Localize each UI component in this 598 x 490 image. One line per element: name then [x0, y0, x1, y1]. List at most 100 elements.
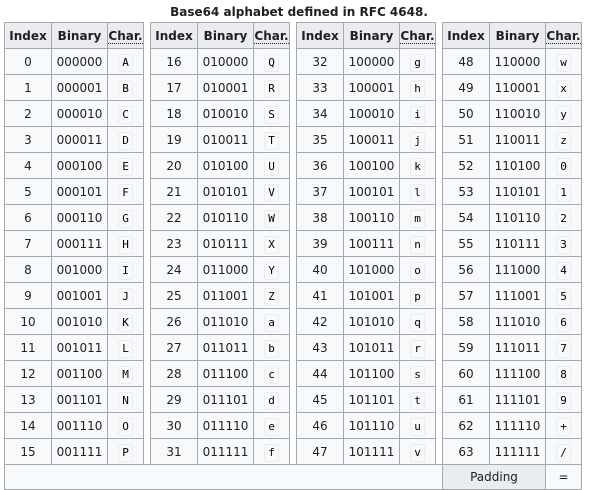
- index-cell: 8: [4, 256, 52, 283]
- char-cell: H: [107, 230, 144, 257]
- binary-cell: 000011: [51, 126, 108, 153]
- char-cell: p: [399, 282, 436, 309]
- column-header-char[interactable]: Char.: [545, 22, 582, 49]
- group-spacer: [435, 100, 443, 127]
- index-cell: 10: [4, 308, 52, 335]
- char-cell: d: [253, 386, 290, 413]
- binary-cell: 101111: [343, 438, 400, 465]
- char-code: D: [118, 131, 133, 150]
- char-cell: v: [399, 438, 436, 465]
- char-cell: U: [253, 152, 290, 179]
- binary-cell: 100111: [343, 230, 400, 257]
- char-cell: 9: [545, 386, 582, 413]
- group-spacer: [289, 48, 297, 75]
- index-cell: 34: [296, 100, 344, 127]
- column-header-binary: Binary: [489, 22, 546, 49]
- binary-cell: 000010: [51, 100, 108, 127]
- binary-cell: 011101: [197, 386, 254, 413]
- char-cell: g: [399, 48, 436, 75]
- table-row: 15 001111 P 31 011111 f 47 101111 v 63 111111 /: [4, 438, 582, 465]
- column-header-char[interactable]: Char.: [107, 22, 144, 49]
- table-body: 0 000000 A 16 010000 Q 32 100000 g 48 110000 w 1 0000…: [4, 48, 582, 490]
- group-spacer: [143, 204, 151, 231]
- index-cell: 12: [4, 360, 52, 387]
- binary-cell: 011100: [197, 360, 254, 387]
- index-cell: 5: [4, 178, 52, 205]
- index-cell: 37: [296, 178, 344, 205]
- char-cell: S: [253, 100, 290, 127]
- base64-alphabet-table: Index Binary Char. Index Binary Char. Index Bin…: [4, 22, 582, 490]
- group-spacer: [435, 256, 443, 283]
- table-row: 9 001001 J 25 011001 Z 41 101001 p 57 111001 5: [4, 282, 582, 309]
- column-header-binary: Binary: [51, 22, 108, 49]
- index-cell: 52: [442, 152, 490, 179]
- group-spacer: [435, 282, 443, 309]
- char-cell: M: [107, 360, 144, 387]
- binary-cell: 111101: [489, 386, 546, 413]
- table-caption: Base64 alphabet defined in RFC 4648.: [170, 5, 428, 19]
- char-abbreviation[interactable]: Char.: [546, 28, 581, 44]
- char-abbreviation[interactable]: Char.: [108, 28, 143, 44]
- column-header-char[interactable]: Char.: [253, 22, 290, 49]
- binary-cell: 111100: [489, 360, 546, 387]
- binary-cell: 111010: [489, 308, 546, 335]
- binary-cell: 001001: [51, 282, 108, 309]
- table-row: 12 001100 M 28 011100 c 44 101100 s 60 111100 8: [4, 360, 582, 387]
- char-code: H: [118, 235, 133, 254]
- char-code: V: [264, 183, 279, 202]
- binary-cell: 010110: [197, 204, 254, 231]
- group-spacer: [435, 334, 443, 361]
- group-spacer: [289, 412, 297, 439]
- binary-cell: 011010: [197, 308, 254, 335]
- index-cell: 61: [442, 386, 490, 413]
- char-cell: r: [399, 334, 436, 361]
- char-code: A: [118, 53, 133, 72]
- binary-cell: 001110: [51, 412, 108, 439]
- index-cell: 57: [442, 282, 490, 309]
- binary-cell: 011001: [197, 282, 254, 309]
- char-code: p: [410, 287, 425, 306]
- char-code: 6: [556, 313, 571, 332]
- index-cell: 60: [442, 360, 490, 387]
- index-cell: 39: [296, 230, 344, 257]
- index-cell: 18: [150, 100, 198, 127]
- char-code: 1: [556, 183, 571, 202]
- char-abbreviation[interactable]: Char.: [400, 28, 435, 44]
- binary-cell: 010100: [197, 152, 254, 179]
- char-cell: A: [107, 48, 144, 75]
- binary-cell: 111110: [489, 412, 546, 439]
- binary-cell: 001000: [51, 256, 108, 283]
- char-cell: w: [545, 48, 582, 75]
- char-abbreviation[interactable]: Char.: [254, 28, 289, 44]
- char-code: w: [556, 53, 571, 72]
- column-header-char[interactable]: Char.: [399, 22, 436, 49]
- binary-cell: 000111: [51, 230, 108, 257]
- char-cell: 6: [545, 308, 582, 335]
- group-spacer: [435, 178, 443, 205]
- index-cell: 45: [296, 386, 344, 413]
- table-row: 7 000111 H 23 010111 X 39 100111 n 55 110111 3: [4, 230, 582, 257]
- group-spacer: [435, 126, 443, 153]
- char-code: q: [410, 313, 425, 332]
- group-spacer: [289, 438, 297, 465]
- char-code: 5: [556, 287, 571, 306]
- index-cell: 54: [442, 204, 490, 231]
- char-code: C: [118, 105, 133, 124]
- char-cell: c: [253, 360, 290, 387]
- char-code: k: [410, 157, 425, 176]
- index-cell: 63: [442, 438, 490, 465]
- group-spacer: [143, 126, 151, 153]
- char-code: M: [118, 365, 133, 384]
- char-cell: R: [253, 74, 290, 101]
- binary-cell: 101000: [343, 256, 400, 283]
- binary-cell: 010000: [197, 48, 254, 75]
- binary-cell: 100110: [343, 204, 400, 231]
- group-spacer: [289, 256, 297, 283]
- char-cell: P: [107, 438, 144, 465]
- char-cell: E: [107, 152, 144, 179]
- char-code: F: [118, 183, 133, 202]
- binary-cell: 010011: [197, 126, 254, 153]
- char-cell: e: [253, 412, 290, 439]
- char-code: e: [264, 417, 279, 436]
- char-cell: k: [399, 152, 436, 179]
